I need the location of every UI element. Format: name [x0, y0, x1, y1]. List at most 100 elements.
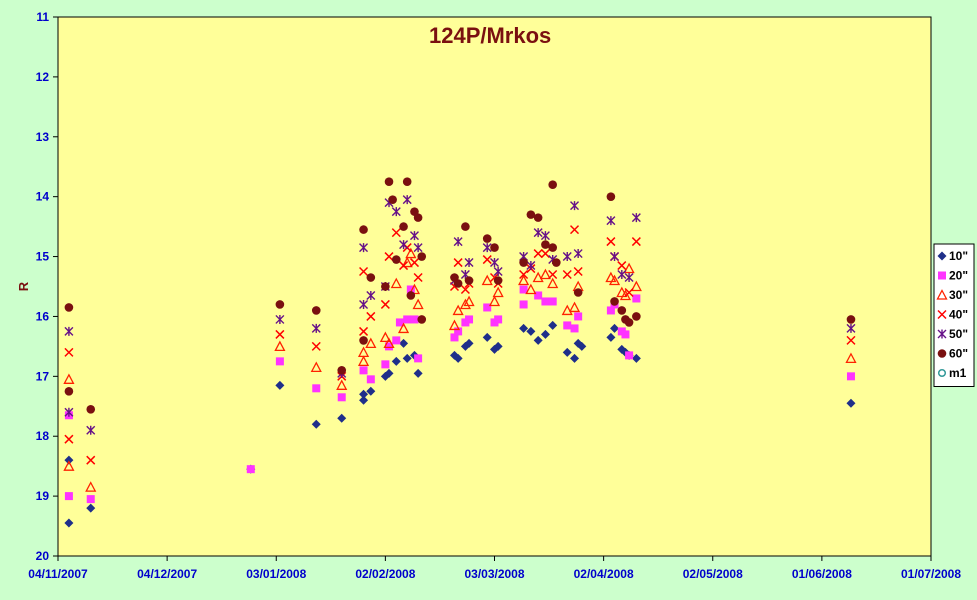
x-tick-label: 03/03/2008: [464, 567, 524, 581]
data-point: [570, 353, 580, 363]
data-point: [563, 321, 572, 330]
data-point: [414, 354, 423, 363]
data-point: [541, 297, 550, 306]
data-point: [312, 384, 321, 393]
data-point: [846, 398, 856, 408]
data-point: [365, 337, 377, 349]
data-point: [533, 213, 543, 222]
data-point: [561, 304, 573, 316]
data-point: [453, 353, 463, 363]
data-point: [494, 315, 503, 324]
data-point: [532, 271, 544, 283]
data-point: [608, 274, 621, 286]
data-point: [574, 312, 583, 321]
data-point: [481, 274, 493, 286]
data-point: [533, 228, 543, 238]
data-point: [459, 298, 471, 310]
data-point: [409, 231, 419, 241]
legend-entry: 60": [949, 347, 968, 361]
legend-marker: [938, 271, 946, 280]
data-point: [846, 335, 856, 345]
data-point: [534, 291, 543, 300]
data-point: [631, 237, 641, 247]
data-point: [406, 285, 415, 294]
data-point: [619, 289, 632, 301]
data-point: [533, 335, 543, 345]
data-point: [63, 460, 75, 471]
data-point: [357, 355, 370, 367]
data-point: [86, 495, 95, 504]
data-point: [311, 323, 321, 333]
data-point: [405, 247, 417, 259]
data-point: [845, 352, 857, 364]
data-point: [359, 243, 369, 253]
data-point: [311, 306, 321, 315]
data-point: [460, 284, 470, 295]
data-point: [606, 237, 616, 247]
data-point: [359, 389, 369, 399]
data-point: [547, 277, 559, 289]
data-point: [519, 285, 528, 294]
data-point: [385, 342, 394, 351]
data-marks: [63, 177, 857, 528]
data-point: [606, 216, 616, 226]
data-point: [606, 192, 616, 201]
data-point: [64, 303, 74, 312]
data-point: [540, 249, 550, 259]
y-axis: 11 12 13 14 15 16 17 18 19 20: [36, 10, 58, 563]
data-point: [380, 299, 390, 309]
data-point: [337, 413, 347, 423]
data-point: [610, 297, 619, 306]
data-point: [632, 312, 641, 321]
data-point: [275, 329, 285, 339]
y-tick-label: 14: [36, 190, 50, 204]
data-point: [490, 258, 499, 268]
data-point: [85, 481, 97, 492]
series-1: [64, 285, 855, 504]
data-point: [366, 375, 375, 384]
legend-marker: [936, 289, 948, 300]
data-point: [519, 269, 529, 280]
x-tick-label: 02/02/2008: [355, 567, 415, 581]
data-point: [391, 255, 401, 264]
data-point: [573, 266, 583, 277]
data-point: [399, 222, 408, 231]
data-point: [401, 256, 413, 268]
data-point: [519, 323, 529, 333]
y-tick-label: 11: [36, 10, 49, 24]
data-point: [366, 273, 376, 282]
data-point: [86, 455, 96, 465]
data-point: [453, 237, 463, 247]
legend-marker: [937, 329, 947, 339]
data-point: [610, 252, 620, 262]
data-point: [533, 249, 543, 259]
y-tick-label: 20: [36, 549, 50, 563]
data-point: [366, 290, 376, 300]
data-point: [624, 273, 634, 283]
data-point: [631, 353, 641, 363]
data-point: [383, 337, 395, 349]
data-point: [465, 315, 474, 324]
data-point: [417, 252, 427, 261]
data-point: [64, 518, 74, 528]
data-point: [64, 434, 74, 444]
data-point: [337, 366, 347, 375]
x-tick-label: 02/04/2008: [574, 567, 634, 581]
data-point: [63, 373, 75, 384]
data-point: [540, 231, 550, 241]
x-tick-label: 01/07/2008: [901, 567, 961, 581]
data-point: [395, 318, 404, 327]
data-point: [399, 338, 409, 348]
data-point: [606, 306, 615, 315]
data-point: [448, 319, 461, 331]
data-point: [519, 258, 528, 267]
data-point: [311, 419, 321, 429]
data-point: [391, 207, 401, 217]
data-point: [391, 228, 401, 238]
data-point: [492, 286, 504, 298]
legend-marker: [937, 349, 947, 358]
data-point: [402, 177, 412, 186]
data-point: [548, 243, 557, 252]
data-point: [488, 295, 501, 307]
data-point: [621, 330, 630, 339]
